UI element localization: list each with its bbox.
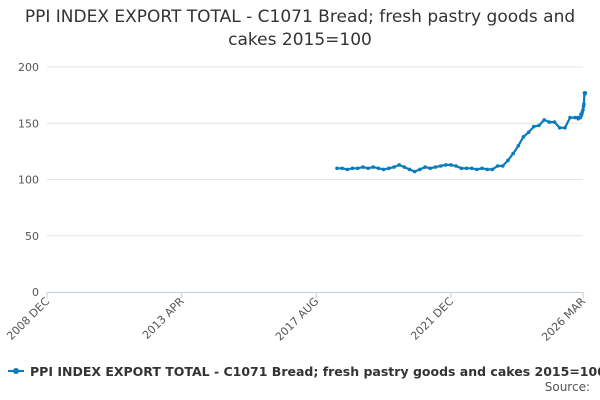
data-point[interactable] bbox=[480, 166, 484, 171]
data-point[interactable] bbox=[392, 165, 396, 169]
data-point[interactable] bbox=[563, 126, 567, 130]
data-point[interactable] bbox=[526, 130, 531, 135]
data-point[interactable] bbox=[355, 166, 360, 171]
data-point[interactable] bbox=[469, 166, 474, 171]
chart-title: PPI INDEX EXPORT TOTAL - C1071 Bread; fr… bbox=[24, 7, 576, 50]
data-point[interactable] bbox=[511, 151, 515, 156]
data-point[interactable] bbox=[516, 144, 521, 148]
data-point[interactable] bbox=[542, 118, 546, 122]
series-line-0 bbox=[337, 91, 587, 173]
data-point[interactable] bbox=[537, 123, 541, 128]
data-point[interactable] bbox=[418, 167, 422, 172]
data-point[interactable] bbox=[366, 166, 370, 171]
data-point[interactable] bbox=[402, 165, 407, 169]
data-point[interactable] bbox=[521, 135, 526, 139]
data-point[interactable] bbox=[454, 164, 458, 168]
data-point[interactable] bbox=[433, 165, 438, 169]
x-tick-label: 2021 DEC bbox=[408, 295, 456, 343]
series-group bbox=[335, 91, 588, 174]
data-point[interactable] bbox=[361, 165, 365, 169]
data-point[interactable] bbox=[376, 166, 381, 171]
data-point[interactable] bbox=[581, 108, 585, 112]
data-point[interactable] bbox=[335, 166, 339, 171]
data-point[interactable] bbox=[345, 167, 350, 172]
data-point[interactable] bbox=[412, 169, 417, 174]
legend-swatch-icon bbox=[8, 366, 24, 376]
y-tick-label: 100 bbox=[18, 174, 39, 187]
data-point[interactable] bbox=[423, 165, 427, 169]
data-point[interactable] bbox=[340, 166, 345, 171]
y-tick-label: 50 bbox=[25, 230, 39, 243]
data-point[interactable] bbox=[583, 91, 588, 95]
gridlines bbox=[47, 66, 583, 237]
data-point[interactable] bbox=[438, 164, 443, 168]
data-point[interactable] bbox=[552, 120, 557, 124]
data-point[interactable] bbox=[490, 167, 495, 172]
data-point[interactable] bbox=[547, 120, 552, 124]
data-point[interactable] bbox=[485, 167, 490, 172]
data-point[interactable] bbox=[582, 102, 586, 106]
legend[interactable]: PPI INDEX EXPORT TOTAL - C1071 Bread; fr… bbox=[8, 362, 600, 380]
data-point[interactable] bbox=[464, 166, 469, 171]
y-tick-label: 200 bbox=[18, 61, 39, 74]
legend-label: PPI INDEX EXPORT TOTAL - C1071 Bread; fr… bbox=[30, 363, 600, 379]
x-tick-label: 2008 DEC bbox=[4, 295, 52, 343]
data-point[interactable] bbox=[495, 164, 500, 168]
data-point[interactable] bbox=[500, 164, 505, 168]
data-point[interactable] bbox=[444, 163, 448, 167]
x-tick-label: 2026 MAR bbox=[539, 295, 588, 344]
data-point[interactable] bbox=[532, 124, 536, 129]
data-point[interactable] bbox=[475, 167, 479, 172]
x-axis: 2008 DEC 2013 APR 2017 AUG 2021 DEC 2026 MAR bbox=[4, 292, 588, 344]
data-point[interactable] bbox=[557, 126, 562, 130]
data-point[interactable] bbox=[350, 166, 355, 171]
data-point[interactable] bbox=[381, 167, 386, 172]
data-point[interactable] bbox=[371, 165, 376, 169]
source-label: Source: bbox=[544, 380, 590, 394]
data-point[interactable] bbox=[397, 163, 402, 167]
data-point[interactable] bbox=[449, 163, 453, 167]
y-tick-label: 0 bbox=[32, 286, 39, 299]
data-point[interactable] bbox=[573, 115, 577, 120]
data-point[interactable] bbox=[407, 167, 412, 172]
data-point[interactable] bbox=[428, 166, 433, 171]
y-axis-ticks: 0 50 100 150 200 bbox=[18, 61, 39, 299]
data-point[interactable] bbox=[459, 166, 464, 171]
x-tick-label: 2013 APR bbox=[140, 295, 187, 342]
y-tick-label: 150 bbox=[18, 117, 39, 130]
x-tick-label: 2017 AUG bbox=[273, 295, 322, 344]
data-point[interactable] bbox=[387, 166, 391, 171]
data-point[interactable] bbox=[568, 115, 572, 120]
data-point[interactable] bbox=[506, 158, 510, 163]
